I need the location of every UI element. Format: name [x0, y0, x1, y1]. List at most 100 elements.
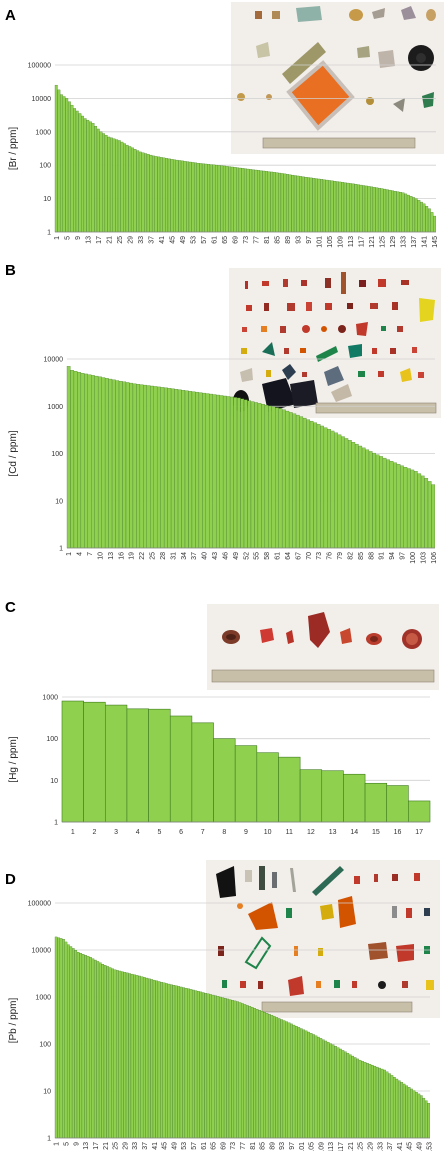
chart-b-x-tick-label: 37: [191, 552, 198, 560]
chart-b-bar: [80, 373, 85, 549]
chart-c-y-tick-label: 10: [50, 778, 58, 785]
chart-b-bar: [375, 454, 380, 549]
chart-a-bar: [312, 178, 316, 233]
chart-d-bar: [138, 975, 141, 1139]
chart-a-bar: [136, 150, 140, 233]
chart-a-bar: [414, 198, 418, 233]
chart-b-bar: [146, 385, 151, 549]
photo-b-fragment: [241, 348, 247, 354]
photo-d-fragment: [248, 902, 278, 930]
chart-d-bar: [334, 1046, 337, 1139]
chart-a-bar: [110, 137, 113, 233]
chart-a-x-tick-label: 77: [254, 236, 261, 244]
photo-a-fragment: [286, 60, 355, 131]
chart-b-x-tick-label: 13: [108, 552, 115, 560]
chart-d-bar: [331, 1044, 335, 1139]
chart-b-bar: [143, 384, 147, 549]
chart-d-bar: [96, 961, 100, 1139]
chart-a-bar: [146, 154, 150, 233]
chart-d-bar: [336, 1047, 340, 1139]
chart-b-bar: [73, 371, 78, 549]
chart-c-x-tick-label: 3: [114, 829, 118, 836]
photo-d-fragment: [334, 980, 340, 988]
chart-b-bar: [337, 434, 342, 549]
chart-a-bar: [401, 192, 405, 233]
chart-b-bar: [393, 462, 397, 549]
chart-d-bar: [368, 1064, 372, 1139]
chart-c-bar: [169, 715, 193, 823]
photo-d-fragment: [294, 946, 298, 956]
chart-a-x-tick-label: 81: [264, 236, 271, 244]
chart-d-bar: [204, 993, 207, 1139]
chart-d-x-tick-label: 29: [122, 1142, 129, 1150]
chart-a-bar: [99, 131, 103, 233]
chart-b-bar: [77, 372, 81, 549]
chart-a-bar: [83, 118, 87, 233]
chart-b-bar: [282, 409, 286, 549]
chart-b-bar: [160, 387, 165, 549]
chart-a-bar: [251, 169, 255, 233]
chart-a-bar: [430, 212, 434, 233]
chart-d-bar: [228, 999, 232, 1139]
photo-b-fragment: [325, 278, 331, 288]
chart-a-bar: [159, 157, 163, 233]
chart-b-bar: [396, 464, 401, 549]
chart-d-bar: [135, 975, 139, 1139]
chart-b-bar: [94, 375, 99, 549]
photo-b-fragment: [280, 326, 286, 333]
chart-d-bar: [111, 968, 114, 1139]
photo-a-fragment: [393, 98, 405, 112]
chart-d-bar: [329, 1043, 332, 1139]
chart-a-bar: [170, 159, 174, 233]
chart-d-bar: [231, 1000, 234, 1139]
chart-d-bar: [395, 1078, 399, 1139]
chart-a-bar: [275, 172, 279, 233]
chart-d-bar: [388, 1073, 391, 1139]
chart-b-bar: [257, 403, 262, 549]
chart-a-bar: [199, 163, 203, 233]
chart-b-x-tick-label: 7: [87, 552, 94, 556]
chart-b-bar: [254, 402, 258, 549]
chart-d-bar: [128, 973, 131, 1139]
photo-b-fragment: [306, 302, 312, 311]
chart-b-x-tick-label: 46: [222, 552, 229, 560]
chart-b-bar: [153, 386, 158, 549]
chart-a-bar: [144, 153, 147, 233]
chart-d-bar: [344, 1051, 347, 1139]
chart-a-bar: [123, 143, 126, 233]
chart-a-bar: [322, 179, 326, 233]
chart-d-x-tick-label: 93: [279, 1142, 286, 1150]
chart-d-bar: [160, 982, 163, 1139]
chart-a-bar: [388, 189, 392, 233]
chart-b-x-tick-label: 1: [66, 552, 73, 556]
photo-a-fragment: [349, 9, 363, 21]
chart-a-x-tick-label: 73: [243, 236, 250, 244]
chart-a-bar: [265, 171, 268, 233]
chart-a-bar: [152, 155, 155, 233]
chart-d-bar: [108, 967, 112, 1139]
photo-d-fragment: [392, 906, 397, 918]
chart-a-bar: [267, 171, 271, 233]
chart-b-bar: [70, 370, 74, 549]
chart-d-x-tick-label: 65: [211, 1142, 218, 1150]
chart-b-bar: [177, 389, 182, 549]
chart-d-bar: [260, 1011, 264, 1139]
photo-a-fragment: [378, 50, 395, 68]
chart-c-x-tick-label: 8: [222, 829, 226, 836]
photo-b-fragment: [287, 303, 295, 311]
chart-b-x-tick-label: 64: [285, 552, 292, 560]
chart-a-x-tick-label: 93: [296, 236, 303, 244]
chart-d-x-tick-label: 149: [416, 1142, 423, 1151]
chart-b-x-tick-label: 19: [129, 552, 136, 560]
chart-d-bar: [89, 957, 92, 1139]
photo-b-fragment: [264, 303, 269, 311]
photo-b-fragment: [331, 384, 352, 402]
photo-b-fragment: [390, 348, 396, 354]
chart-b-bar: [170, 388, 175, 549]
chart-a-bar: [225, 166, 229, 233]
chart-c-x-tick-label: 14: [350, 829, 358, 836]
chart-b-bar: [219, 395, 224, 549]
photo-b-fragment: [325, 303, 332, 310]
chart-d-bar: [270, 1015, 274, 1139]
